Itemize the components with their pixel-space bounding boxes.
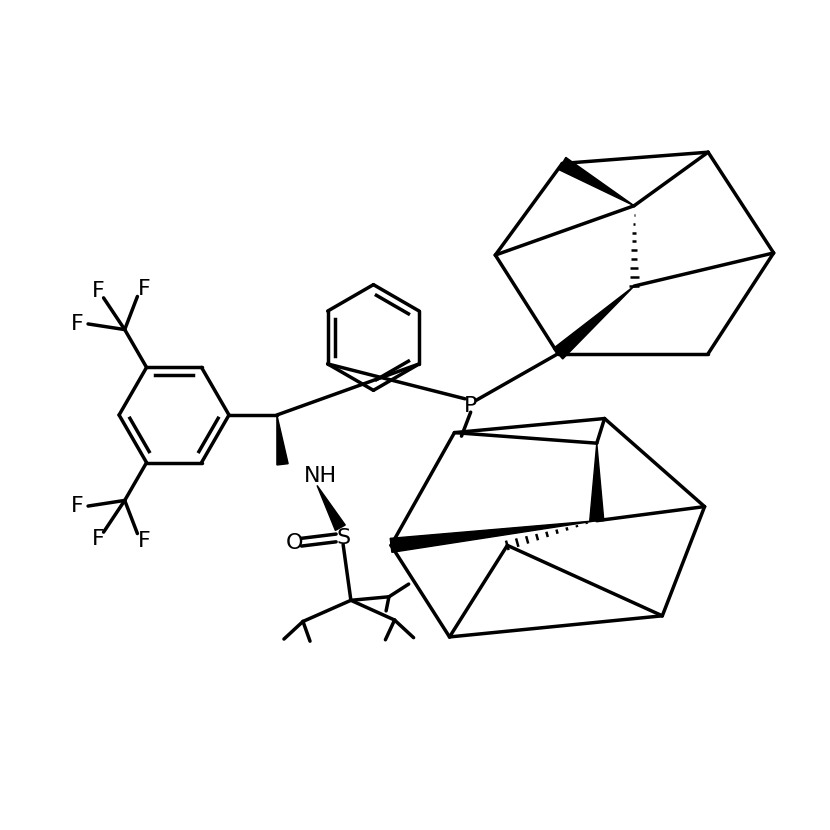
Polygon shape [590,443,604,520]
Polygon shape [559,158,634,206]
Text: O: O [286,533,303,553]
Text: P: P [464,396,477,416]
Text: F: F [138,279,151,299]
Polygon shape [390,520,597,552]
Text: F: F [71,496,83,516]
Polygon shape [277,415,288,465]
Text: S: S [336,529,350,549]
Text: F: F [71,314,83,334]
Text: F: F [91,281,105,300]
Polygon shape [317,486,345,530]
Text: F: F [138,531,151,551]
Text: NH: NH [304,466,337,486]
Polygon shape [554,286,634,359]
Text: F: F [91,530,105,549]
